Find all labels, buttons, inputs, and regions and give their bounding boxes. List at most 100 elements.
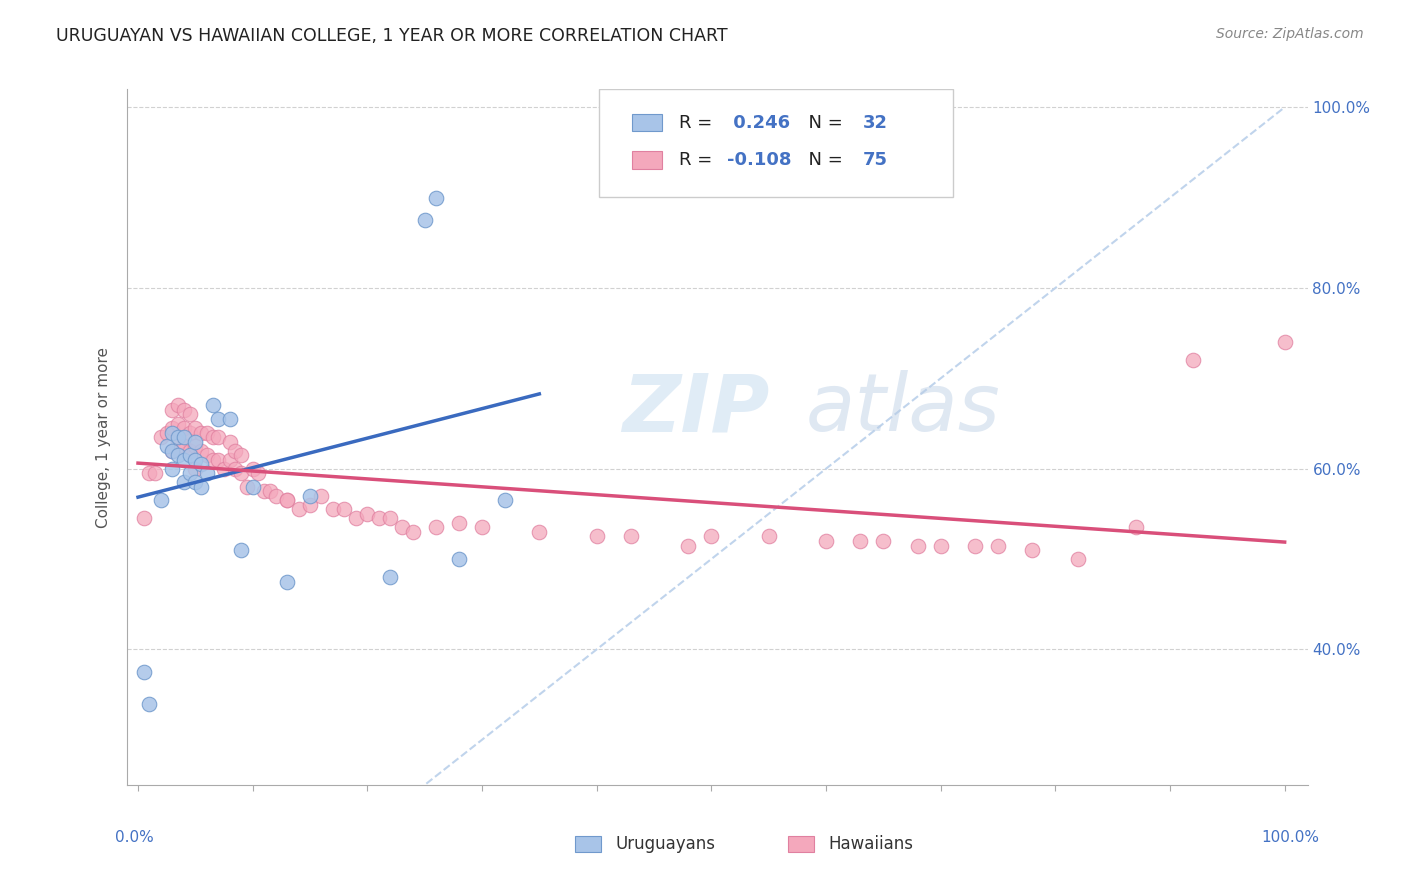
Point (207, 412, 229, 426)
Point (156, 425, 179, 440)
Point (425, 191, 447, 205)
Point (872, 533, 894, 548)
Point (167, 417, 190, 431)
Point (678, 539, 700, 553)
Point (167, 399, 190, 413)
Point (380, 570, 402, 584)
Point (173, 452, 195, 467)
FancyBboxPatch shape (575, 837, 602, 852)
Point (224, 461, 246, 475)
Point (212, 461, 235, 475)
Point (585, 529, 607, 543)
Text: R =: R = (679, 151, 718, 169)
FancyBboxPatch shape (633, 152, 662, 169)
Point (276, 574, 298, 589)
Point (276, 493, 298, 508)
Point (311, 489, 333, 503)
Point (179, 448, 201, 462)
Point (149, 430, 172, 444)
Point (218, 452, 240, 467)
Text: -0.108: -0.108 (727, 151, 792, 169)
Point (167, 434, 190, 449)
Point (231, 467, 253, 481)
Point (276, 493, 298, 508)
Point (849, 533, 872, 548)
Point (179, 425, 201, 440)
Point (190, 480, 212, 494)
Text: N =: N = (797, 151, 849, 169)
Text: Hawaiians: Hawaiians (828, 835, 912, 853)
Point (413, 213, 436, 227)
Point (162, 425, 184, 440)
Point (156, 439, 179, 453)
Point (201, 430, 224, 444)
Point (201, 452, 224, 467)
Point (173, 439, 195, 453)
Point (242, 461, 264, 475)
Text: URUGUAYAN VS HAWAIIAN COLLEGE, 1 YEAR OR MORE CORRELATION CHART: URUGUAYAN VS HAWAIIAN COLLEGE, 1 YEAR OR… (56, 27, 728, 45)
Point (700, 529, 723, 543)
Point (138, 697, 160, 711)
Point (1125, 520, 1147, 534)
Point (449, 516, 471, 530)
FancyBboxPatch shape (599, 89, 953, 197)
Point (287, 502, 309, 516)
Point (322, 502, 344, 516)
Point (929, 539, 952, 553)
Point (242, 480, 264, 494)
Point (963, 539, 986, 553)
Point (207, 452, 229, 467)
Y-axis label: College, 1 year or more: College, 1 year or more (96, 347, 111, 527)
Point (195, 425, 218, 440)
Point (173, 430, 195, 444)
Point (162, 461, 184, 475)
Point (138, 467, 160, 481)
Point (529, 524, 551, 539)
Point (224, 443, 246, 458)
Point (264, 489, 287, 503)
Point (1021, 543, 1043, 558)
Point (184, 421, 207, 435)
Point (184, 461, 207, 475)
Point (190, 425, 212, 440)
Point (207, 430, 229, 444)
Point (149, 493, 172, 508)
Text: 75: 75 (862, 151, 887, 169)
Point (162, 443, 184, 458)
Point (195, 467, 218, 481)
Text: ZIP: ZIP (623, 370, 770, 449)
Point (1181, 353, 1204, 368)
Point (380, 511, 402, 525)
FancyBboxPatch shape (787, 837, 814, 852)
Point (167, 448, 190, 462)
Point (162, 421, 184, 435)
Point (247, 467, 270, 481)
Point (494, 493, 516, 508)
Text: 32: 32 (862, 113, 887, 132)
Point (218, 412, 240, 426)
Text: 100.0%: 100.0% (1261, 830, 1319, 846)
Point (179, 408, 201, 422)
Point (184, 452, 207, 467)
Point (143, 467, 166, 481)
Point (814, 533, 837, 548)
Text: Uruguayans: Uruguayans (616, 835, 716, 853)
Point (218, 434, 240, 449)
Point (620, 529, 643, 543)
Point (184, 475, 207, 490)
Point (132, 511, 155, 525)
Point (162, 403, 184, 417)
Text: 0.0%: 0.0% (115, 830, 153, 846)
FancyBboxPatch shape (633, 114, 662, 131)
Point (298, 489, 321, 503)
Point (356, 507, 378, 521)
Point (449, 552, 471, 566)
Point (259, 484, 281, 499)
Point (298, 498, 321, 512)
Point (190, 457, 212, 471)
Point (1274, 335, 1296, 350)
Point (425, 520, 447, 534)
Point (236, 480, 259, 494)
Point (471, 520, 494, 534)
Point (907, 539, 929, 553)
